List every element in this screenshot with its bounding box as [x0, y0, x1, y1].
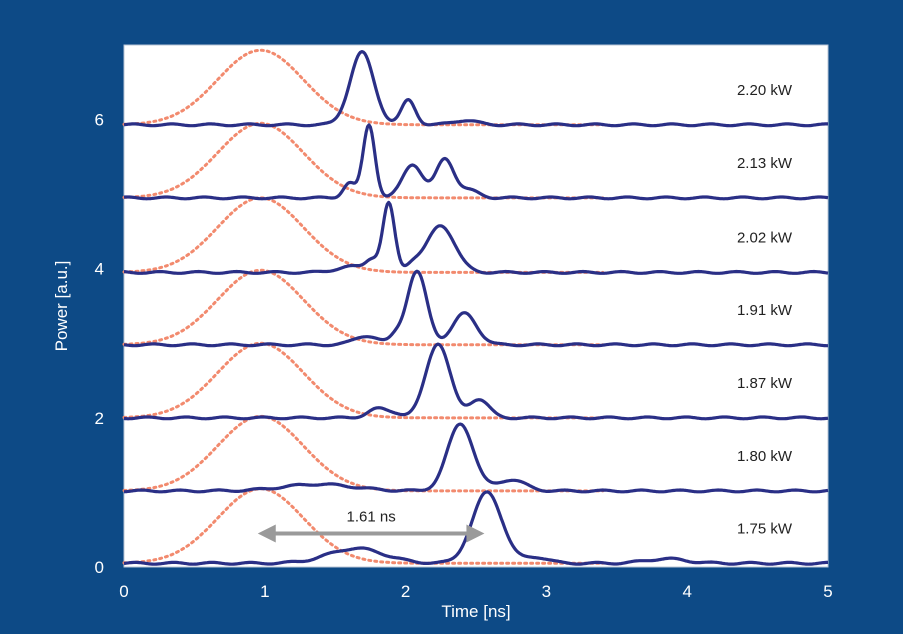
output-pulse-trace-3 [123, 269, 829, 348]
output-pulse-traces [123, 50, 829, 566]
delay-annotation-text: 1.61 ns [346, 508, 395, 525]
input-pulse-trace-6 [122, 487, 605, 565]
trace-label-4: 1.87 kW [737, 375, 793, 392]
output-pulse-trace-5 [123, 422, 829, 494]
x-tick-0: 0 [119, 582, 128, 601]
input-pulse-trace-1 [122, 121, 605, 200]
x-tick-1: 1 [260, 582, 269, 601]
input-pulse-trace-2 [122, 196, 605, 274]
x-tick-5: 5 [823, 582, 832, 601]
x-tick-3: 3 [542, 582, 551, 601]
delay-annotation: 1.61 ns [257, 508, 485, 543]
trace-labels: 2.20 kW 2.13 kW 2.02 kW 1.91 kW 1.87 kW 1.80 … [737, 82, 793, 537]
delay-arrow-head-left [257, 524, 276, 543]
y-axis-ticks: 0 2 4 6 [95, 111, 104, 577]
input-pulse-trace-3 [122, 268, 605, 347]
output-pulse-trace-2 [123, 200, 829, 275]
output-pulse-trace-0 [123, 50, 829, 128]
x-tick-2: 2 [401, 582, 410, 601]
trace-label-1: 2.13 kW [737, 155, 793, 172]
y-tick-0: 0 [95, 558, 104, 577]
trace-label-6: 1.75 kW [737, 520, 793, 537]
trace-label-3: 1.91 kW [737, 302, 793, 319]
input-pulse-trace-0 [122, 48, 605, 127]
trace-label-2: 2.02 kW [737, 229, 793, 246]
y-tick-1: 2 [95, 409, 104, 428]
output-pulse-trace-4 [123, 342, 829, 421]
output-pulse-trace-6 [123, 490, 829, 566]
x-tick-4: 4 [682, 582, 691, 601]
trace-label-5: 1.80 kW [737, 448, 793, 465]
y-tick-2: 4 [95, 260, 104, 279]
delay-arrow-head-right [466, 524, 485, 543]
y-axis-label: Power [a.u.] [52, 261, 71, 352]
trace-label-0: 2.20 kW [737, 82, 793, 99]
y-tick-3: 6 [95, 111, 104, 130]
x-axis-label: Time [ns] [441, 602, 510, 621]
x-axis-ticks: 0 1 2 3 4 5 [119, 582, 832, 601]
output-pulse-trace-1 [123, 123, 829, 201]
